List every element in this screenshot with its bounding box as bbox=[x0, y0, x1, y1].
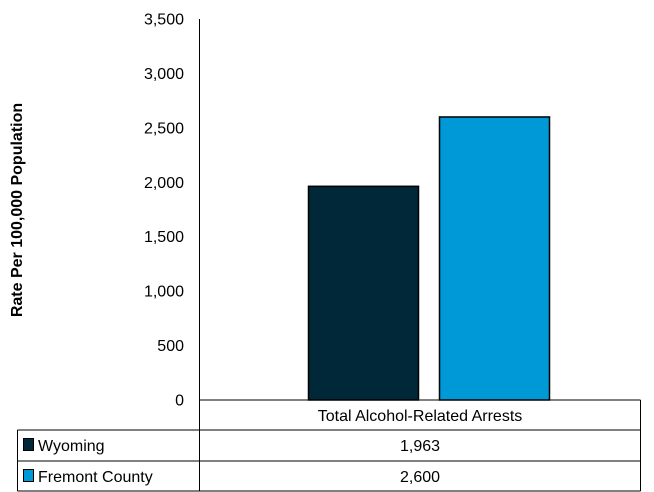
bars bbox=[307, 116, 551, 401]
legend-swatch-fremont-county bbox=[23, 469, 34, 482]
y-tick-label: 1,500 bbox=[144, 229, 184, 246]
y-tick-label: 1,000 bbox=[144, 284, 184, 301]
y-tick-label: 3,500 bbox=[144, 12, 184, 29]
data-label-wyoming: 1,963 bbox=[400, 438, 440, 455]
bar-wyoming bbox=[307, 185, 420, 401]
y-tick-label: 0 bbox=[175, 393, 184, 410]
y-axis-label: Rate Per 100,000 Population bbox=[9, 103, 26, 317]
data-table: Total Alcohol-Related Arrests Wyoming 1,96… bbox=[17, 399, 641, 492]
y-tick-label: 2,000 bbox=[144, 175, 184, 192]
legend-swatch-wyoming bbox=[23, 438, 34, 451]
legend-label-fremont-county: Fremont County bbox=[38, 469, 153, 486]
y-tick-label: 500 bbox=[157, 338, 184, 355]
data-label-fremont-county: 2,600 bbox=[400, 469, 440, 486]
y-axis-ticks: 0 500 1,000 1,500 2,000 2,500 3,000 3,500 bbox=[144, 12, 184, 410]
bar-fremont-county bbox=[438, 116, 551, 401]
y-tick-label: 2,500 bbox=[144, 120, 184, 137]
legend-label-wyoming: Wyoming bbox=[38, 438, 105, 455]
x-category-label: Total Alcohol-Related Arrests bbox=[318, 408, 523, 425]
y-tick-label: 3,000 bbox=[144, 66, 184, 83]
